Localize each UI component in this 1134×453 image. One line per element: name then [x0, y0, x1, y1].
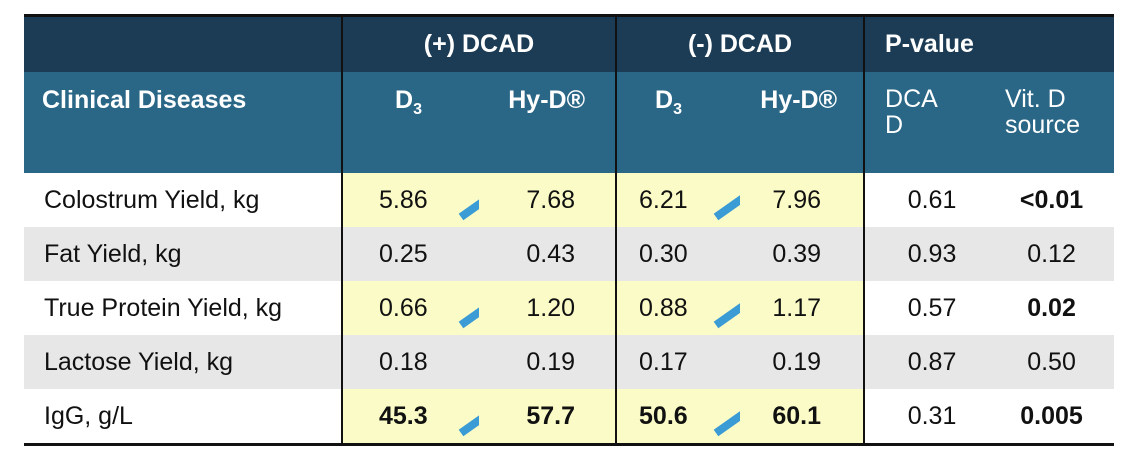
header-plus-hyd: Hy-D® [479, 72, 617, 173]
header-plus-dcad: (+) DCAD [340, 14, 617, 72]
pvalue-vitd-value: 0.005 [989, 389, 1115, 446]
table-row: Fat Yield, kg 0.25 0.43 0.30 0.39 0.93 0… [24, 227, 1115, 281]
pv-vitd-line1: Vit. D [1005, 85, 1066, 113]
plus-d3-value: 5.86 [341, 173, 505, 227]
minus-d3-value: 0.17 [615, 335, 741, 389]
header-clinical-diseases: Clinical Diseases [24, 72, 342, 173]
pv-dcad-line2: D [885, 111, 904, 139]
minus-hyd-value: 60.1 [740, 389, 865, 446]
plus-hyd-value: 57.7 [479, 389, 617, 446]
row-label: Colostrum Yield, kg [24, 173, 342, 227]
plus-hyd-value: 0.43 [479, 227, 617, 281]
header-minus-dcad: (-) DCAD [615, 14, 865, 72]
minus-d3-value: 0.88 [615, 281, 761, 335]
minus-hyd-value: 7.96 [740, 173, 865, 227]
plus-hyd-value: 7.68 [479, 173, 617, 227]
header-minus-hyd: Hy-D® [740, 72, 865, 173]
minus-d3-value: 50.6 [615, 389, 761, 446]
row-label: True Protein Yield, kg [24, 281, 342, 335]
results-table-container: (+) DCAD (-) DCAD P-value Clinical Disea… [24, 14, 1115, 446]
plus-d3-value: 0.18 [341, 335, 479, 389]
table-row: Lactose Yield, kg 0.18 0.19 0.17 0.19 0.… [24, 335, 1115, 389]
table-row: Colostrum Yield, kg 5.86 7.68 6.21 7.96 … [24, 173, 1115, 227]
d3-subscript: 3 [413, 101, 422, 118]
plus-d3-value: 45.3 [341, 389, 505, 446]
d3-subscript: 3 [673, 101, 682, 118]
d3-label: D [395, 86, 414, 114]
pvalue-dcad-value: 0.57 [863, 281, 990, 335]
pvalue-vitd-value: 0.02 [989, 281, 1115, 335]
minus-d3-value: 6.21 [615, 173, 761, 227]
header-sub-row: Clinical Diseases D3 Hy-D® D3 Hy-D® DCA D… [24, 72, 1115, 173]
minus-d3-value: 0.30 [615, 227, 741, 281]
pvalue-dcad-value: 0.93 [863, 227, 990, 281]
plus-d3-value: 0.66 [341, 281, 505, 335]
plus-hyd-value: 1.20 [479, 281, 617, 335]
minus-hyd-value: 0.39 [740, 227, 865, 281]
header-pvalue: P-value [863, 14, 1115, 72]
header-plus-d3: D3 [341, 72, 479, 173]
pvalue-dcad-value: 0.87 [863, 335, 990, 389]
plus-hyd-value: 0.19 [479, 335, 617, 389]
row-label: Fat Yield, kg [24, 227, 342, 281]
pvalue-vitd-value: 0.50 [989, 335, 1115, 389]
pvalue-vitd-value: <0.01 [989, 173, 1115, 227]
pvalue-dcad-value: 0.31 [863, 389, 990, 446]
header-pvalue-dcad: DCA D [863, 72, 990, 173]
table-row: IgG, g/L 45.3 57.7 50.6 60.1 0.31 0.005 [24, 389, 1115, 446]
pvalue-vitd-value: 0.12 [989, 227, 1115, 281]
table-row: True Protein Yield, kg 0.66 1.20 0.88 1.… [24, 281, 1115, 335]
minus-hyd-value: 1.17 [740, 281, 865, 335]
pv-vitd-line2: source [1005, 111, 1081, 139]
pvalue-dcad-value: 0.61 [863, 173, 990, 227]
header-group-row: (+) DCAD (-) DCAD P-value [24, 14, 1115, 72]
row-label: Lactose Yield, kg [24, 335, 342, 389]
clinical-diseases-table: (+) DCAD (-) DCAD P-value Clinical Disea… [24, 14, 1115, 446]
row-label: IgG, g/L [24, 389, 342, 446]
d3-label: D [655, 86, 674, 114]
header-blank-cell [24, 14, 342, 72]
pv-dcad-line1: DCA [885, 85, 938, 113]
minus-hyd-value: 0.19 [740, 335, 865, 389]
header-minus-d3: D3 [615, 72, 741, 173]
plus-d3-value: 0.25 [341, 227, 479, 281]
